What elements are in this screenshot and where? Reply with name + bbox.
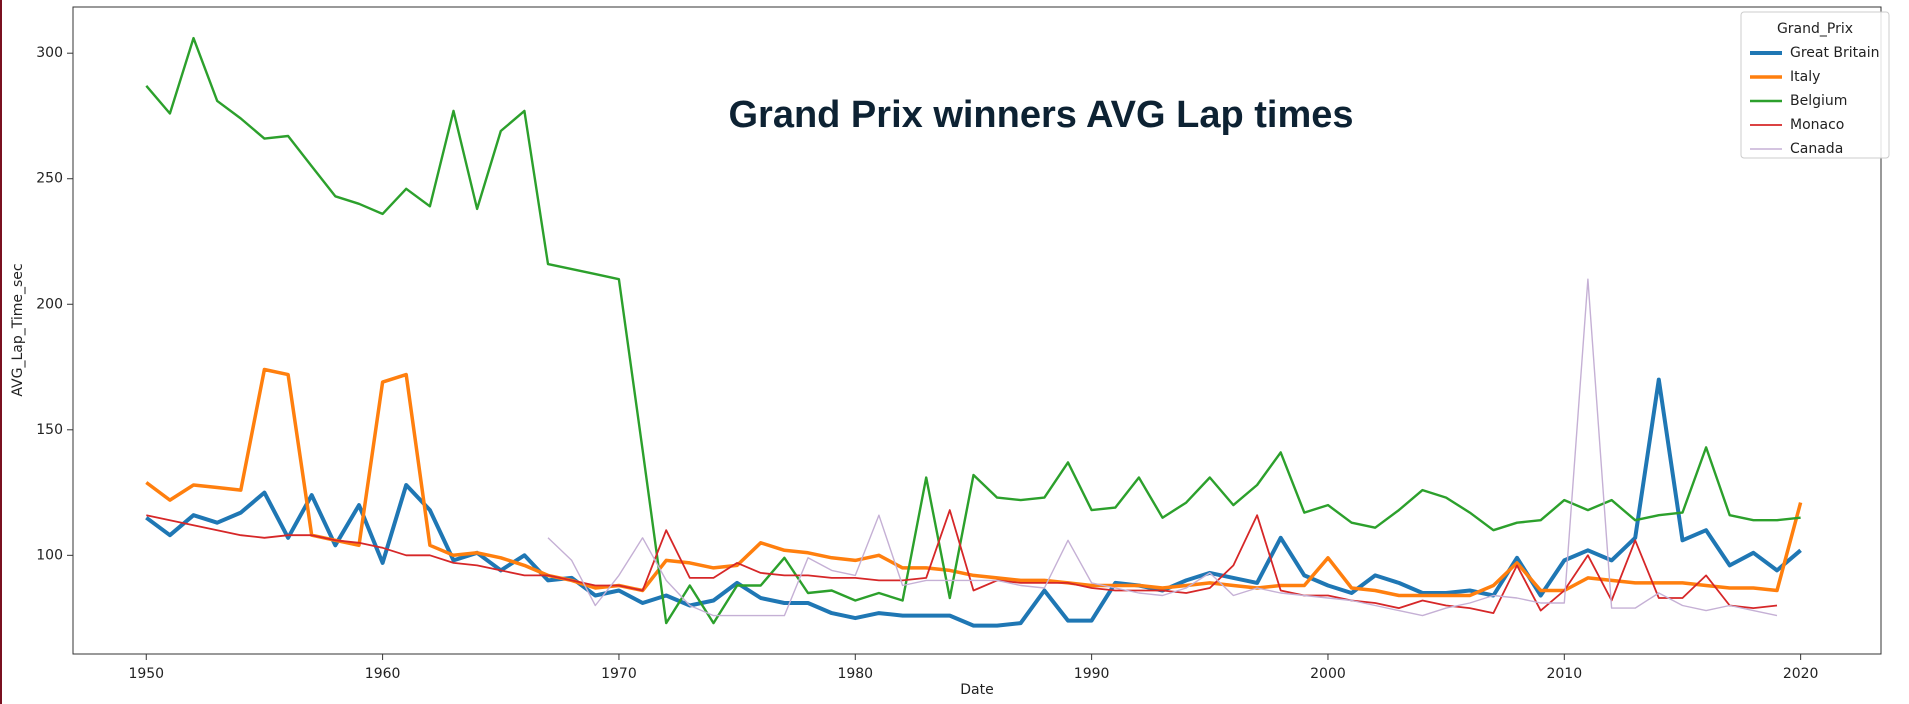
x-tick-label: 2010 xyxy=(1546,666,1582,682)
plot-frame xyxy=(72,6,1882,655)
x-tick-label: 2000 xyxy=(1310,666,1346,682)
legend: Grand_Prix Great Britain Italy Belgium Mona… xyxy=(1740,11,1890,159)
x-tick-label: 1970 xyxy=(601,666,637,682)
chart-title: Grand Prix winners AVG Lap times xyxy=(728,94,1353,136)
line-series xyxy=(145,367,1803,598)
y-tick-label: 150 xyxy=(36,422,63,438)
y-tick-label: 200 xyxy=(36,296,63,312)
y-tick-label: 300 xyxy=(36,45,63,61)
legend-label: Monaco xyxy=(1790,117,1844,133)
y-tick-label: 250 xyxy=(36,171,63,187)
line-series xyxy=(547,278,1778,617)
line-series xyxy=(145,36,1801,625)
x-tick-label: 2020 xyxy=(1783,666,1819,682)
y-tick-label: 100 xyxy=(36,547,63,563)
y-axis-label: AVG_Lap_Time_sec xyxy=(10,263,26,396)
legend-label: Italy xyxy=(1790,69,1820,85)
legend-title: Grand_Prix xyxy=(1777,21,1853,37)
legend-box xyxy=(1740,11,1890,159)
x-axis-label: Date xyxy=(960,682,993,698)
line-series xyxy=(146,509,1778,614)
x-tick-label: 1950 xyxy=(128,666,164,682)
x-tick-label: 1960 xyxy=(365,666,401,682)
legend-label: Belgium xyxy=(1790,93,1847,109)
legend-label: Canada xyxy=(1790,141,1843,157)
x-tick-label: 1980 xyxy=(837,666,873,682)
legend-label: Great Britain xyxy=(1790,45,1880,61)
x-tick-label: 1990 xyxy=(1074,666,1110,682)
